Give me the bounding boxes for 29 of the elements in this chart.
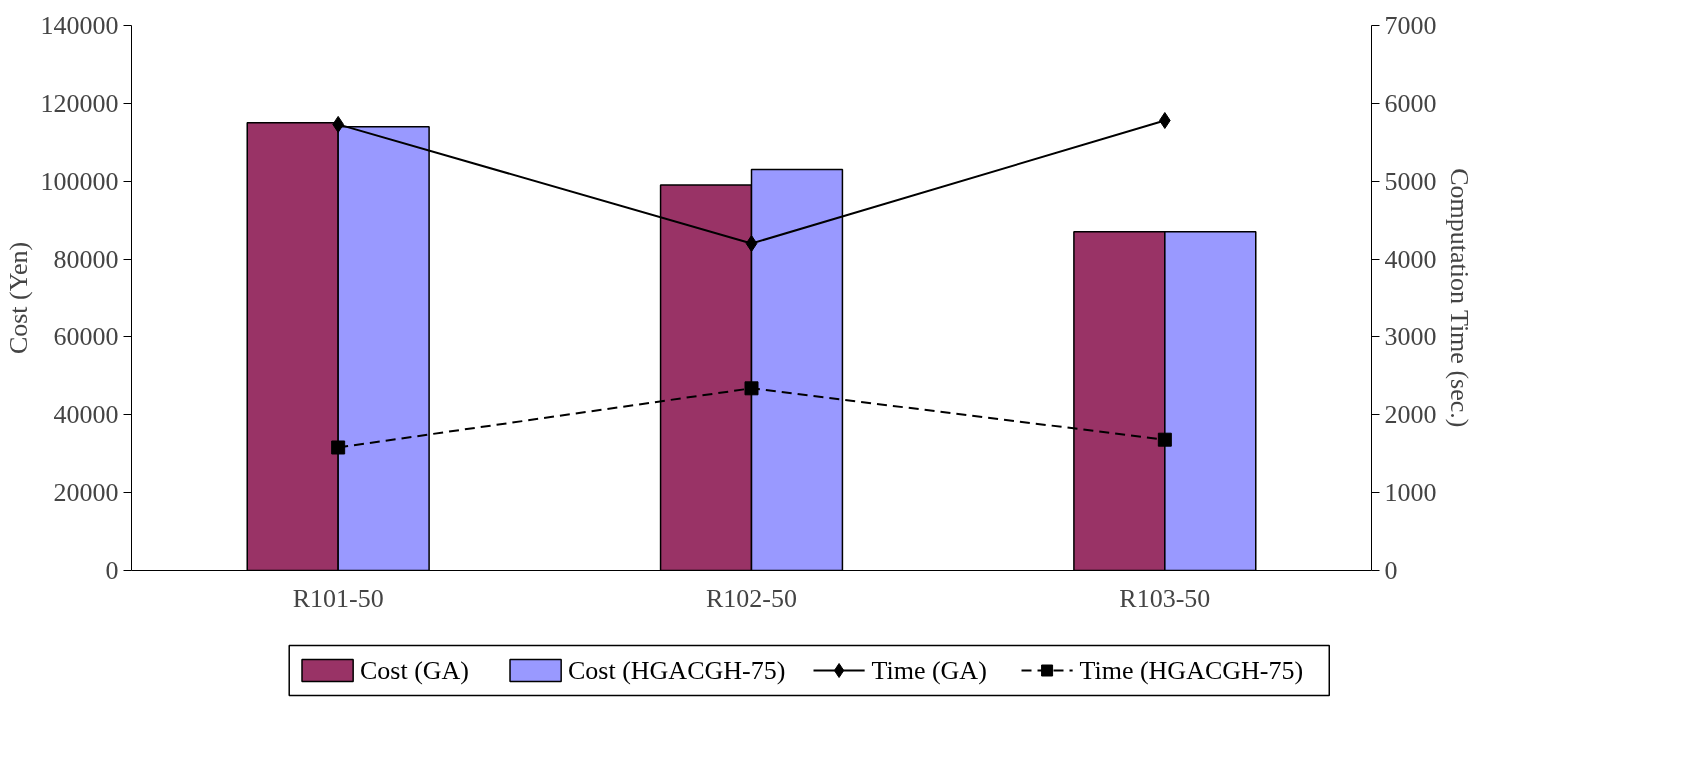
y-axis-title: Cost (Yen) [3, 241, 33, 355]
y-tick-label: 100000 [40, 166, 119, 196]
y2-tick-label: 7000 [1384, 11, 1437, 40]
legend-label: Time (HGACGH-75) [1079, 656, 1304, 685]
x-tick-label: R103-50 [1119, 583, 1211, 613]
y2-tick-label: 1000 [1384, 478, 1437, 508]
point [331, 440, 346, 455]
y2-tick-label: 5000 [1384, 166, 1437, 196]
y2-axis-title: Computation Time (sec.) [1444, 168, 1474, 428]
y2-tick-label: 2000 [1384, 400, 1437, 430]
y-tick-label: 120000 [40, 88, 119, 118]
y-tick-label: 60000 [53, 322, 119, 352]
x-tick-label: R102-50 [706, 583, 797, 613]
y-tick-label: 0 [105, 556, 119, 585]
legend-label: Cost (HGACGH-75) [567, 656, 786, 685]
y2-tick-label: 0 [1384, 556, 1398, 585]
y-tick-label: 140000 [40, 11, 119, 40]
y2-tick-label: 6000 [1384, 88, 1437, 118]
y-tick-label: 80000 [53, 244, 119, 274]
point [745, 235, 758, 252]
point [1157, 432, 1172, 447]
point [744, 381, 759, 396]
x-tick-label: R101-50 [292, 583, 384, 613]
y-tick-label: 40000 [53, 400, 119, 430]
y2-tick-label: 3000 [1384, 322, 1437, 352]
y2-tick-label: 4000 [1384, 244, 1437, 274]
y-tick-label: 20000 [53, 478, 119, 508]
legend-label: Time (GA) [871, 656, 987, 685]
legend-label: Cost (GA) [359, 656, 470, 685]
